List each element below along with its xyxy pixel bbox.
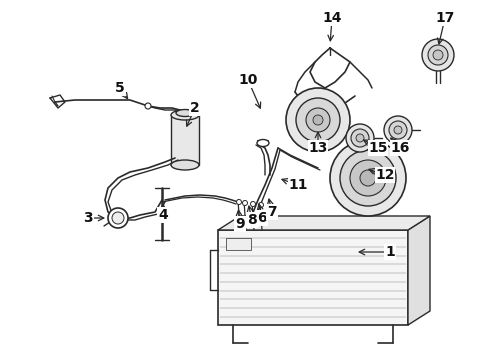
Circle shape: [296, 98, 340, 142]
Circle shape: [340, 150, 396, 206]
Circle shape: [356, 134, 364, 142]
Polygon shape: [218, 216, 430, 230]
Text: 14: 14: [322, 11, 342, 25]
Circle shape: [433, 50, 443, 60]
Text: 5: 5: [115, 81, 125, 95]
Circle shape: [351, 129, 369, 147]
Circle shape: [330, 140, 406, 216]
Text: 4: 4: [158, 208, 168, 222]
Bar: [171, 115, 199, 165]
Bar: [218, 230, 408, 325]
Text: 12: 12: [375, 168, 395, 182]
Circle shape: [428, 45, 448, 65]
Ellipse shape: [257, 140, 269, 147]
Circle shape: [108, 208, 128, 228]
Circle shape: [422, 39, 454, 71]
Circle shape: [384, 116, 412, 144]
Text: 3: 3: [83, 211, 93, 225]
Circle shape: [313, 115, 323, 125]
Circle shape: [346, 124, 374, 152]
Bar: [348, 165, 390, 193]
Circle shape: [286, 88, 350, 152]
Polygon shape: [408, 216, 430, 325]
Ellipse shape: [145, 103, 151, 109]
Ellipse shape: [259, 202, 264, 207]
Text: 15: 15: [368, 141, 388, 155]
Ellipse shape: [237, 199, 242, 204]
Bar: [226, 238, 251, 250]
Text: 17: 17: [435, 11, 455, 25]
Circle shape: [306, 108, 330, 132]
Text: 11: 11: [288, 178, 308, 192]
Ellipse shape: [171, 110, 199, 120]
Circle shape: [394, 126, 402, 134]
Text: 1: 1: [385, 245, 395, 259]
Text: 10: 10: [238, 73, 258, 87]
Text: 16: 16: [391, 141, 410, 155]
Text: 13: 13: [308, 141, 328, 155]
Text: 2: 2: [190, 101, 200, 115]
Text: 8: 8: [247, 213, 257, 227]
Circle shape: [389, 121, 407, 139]
Ellipse shape: [243, 201, 247, 206]
Bar: [345, 162, 393, 197]
Ellipse shape: [176, 109, 194, 117]
Text: 7: 7: [267, 205, 277, 219]
Circle shape: [350, 160, 386, 196]
Circle shape: [360, 170, 376, 186]
Ellipse shape: [250, 202, 255, 207]
Ellipse shape: [171, 160, 199, 170]
Text: 6: 6: [257, 211, 267, 225]
Circle shape: [112, 212, 124, 224]
Text: 9: 9: [235, 217, 245, 231]
